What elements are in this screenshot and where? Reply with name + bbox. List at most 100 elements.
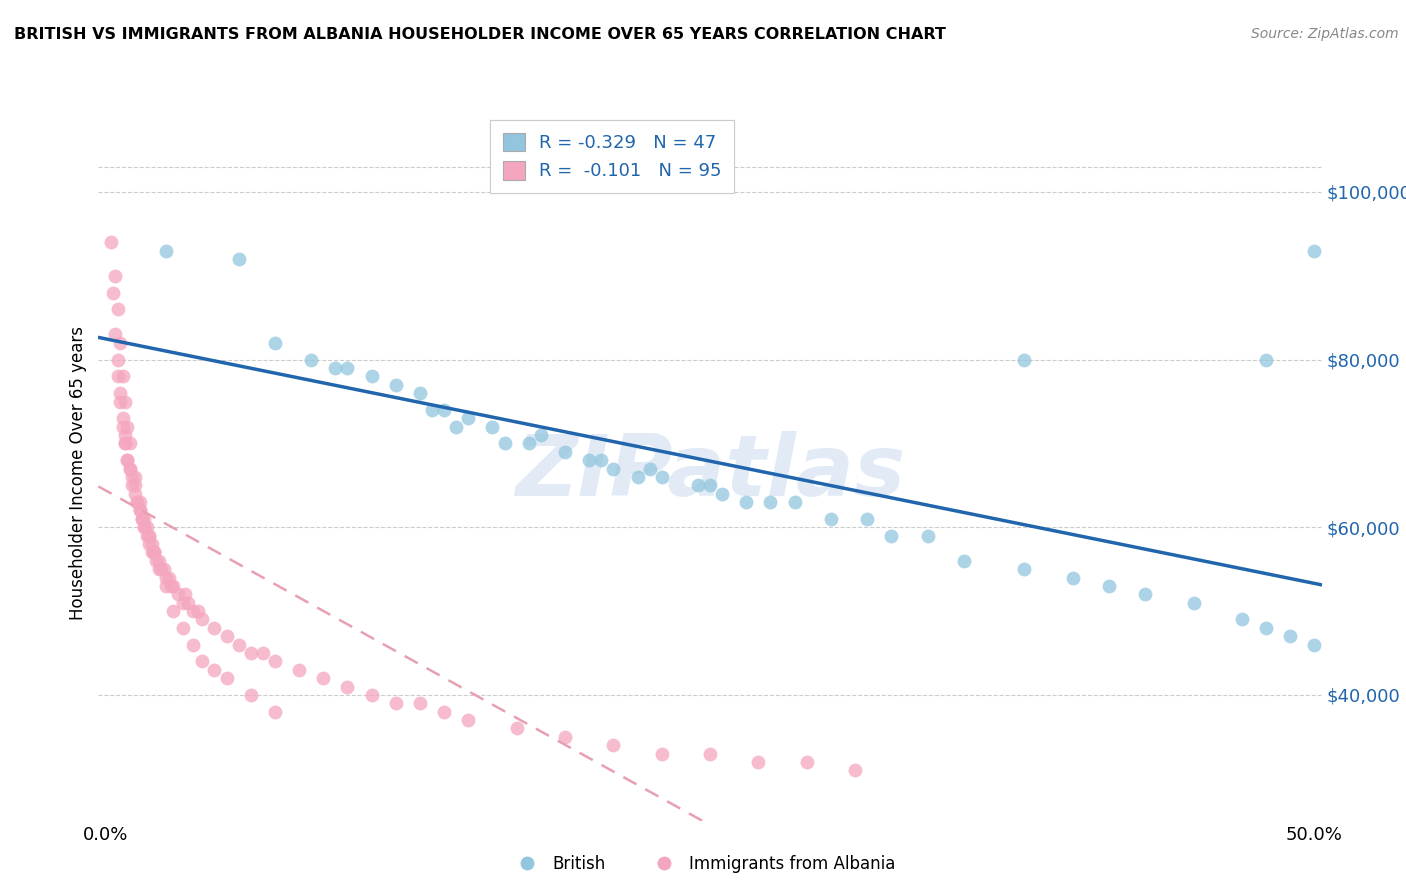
Point [299,352,322,367]
Point [121,470,143,484]
Point [554,445,576,459]
Point [638,461,661,475]
Point [626,470,648,484]
Point [114,436,136,450]
Point [433,403,456,417]
Point [114,394,136,409]
Point [336,680,359,694]
Point [1254,621,1277,635]
Point [143,545,166,559]
Text: ZIPatlas: ZIPatlas [515,431,905,515]
Point [114,436,136,450]
Point [124,486,146,500]
Point [1182,596,1205,610]
Point [118,461,141,475]
Point [107,369,129,384]
Point [148,562,170,576]
Point [141,537,163,551]
Point [409,386,432,401]
Point [759,495,782,509]
Point [111,411,134,425]
Point [252,646,274,660]
Point [602,738,624,752]
Point [107,302,129,317]
Point [124,478,146,492]
Point [1303,244,1326,258]
Point [917,528,939,542]
Point [104,268,127,283]
Point [578,453,600,467]
Point [101,285,124,300]
Point [215,629,238,643]
Point [155,579,177,593]
Point [108,386,131,401]
Point [131,512,153,526]
Point [143,545,166,559]
Point [215,671,238,685]
Point [172,596,194,610]
Point [384,696,406,710]
Point [1303,638,1326,652]
Point [141,545,163,559]
Point [783,495,806,509]
Point [433,705,456,719]
Point [481,419,503,434]
Point [100,235,122,250]
Point [1279,629,1302,643]
Point [181,604,204,618]
Point [747,755,769,769]
Point [530,428,553,442]
Legend: British, Immigrants from Albania: British, Immigrants from Albania [503,848,903,880]
Point [162,604,184,618]
Point [1098,579,1121,593]
Point [239,688,262,702]
Point [1254,352,1277,367]
Text: Source: ZipAtlas.com: Source: ZipAtlas.com [1251,27,1399,41]
Point [239,646,262,660]
Point [111,419,134,434]
Point [360,369,382,384]
Point [602,461,624,475]
Point [111,369,134,384]
Point [651,470,673,484]
Point [155,244,177,258]
Point [177,596,200,610]
Point [264,654,287,668]
Point [121,478,143,492]
Point [117,453,139,467]
Point [856,512,879,526]
Point [711,486,734,500]
Point [191,654,214,668]
Point [157,570,180,584]
Point [494,436,516,450]
Point [167,587,190,601]
Point [880,528,903,542]
Point [1014,562,1036,576]
Point [591,453,613,467]
Point [138,537,160,551]
Point [204,621,226,635]
Point [134,520,156,534]
Point [150,562,173,576]
Point [128,503,150,517]
Point [554,730,576,744]
Point [135,520,157,534]
Point [162,579,184,593]
Point [264,335,287,350]
Point [186,604,208,618]
Point [228,252,250,266]
Y-axis label: Householder Income Over 65 years: Householder Income Over 65 years [69,326,87,620]
Point [1133,587,1156,601]
Point [651,747,673,761]
Point [228,638,250,652]
Point [127,495,149,509]
Point [118,461,141,475]
Point [174,587,197,601]
Point [118,436,141,450]
Point [1062,570,1084,584]
Point [134,520,156,534]
Point [134,512,156,526]
Point [138,528,160,542]
Text: BRITISH VS IMMIGRANTS FROM ALBANIA HOUSEHOLDER INCOME OVER 65 YEARS CORRELATION : BRITISH VS IMMIGRANTS FROM ALBANIA HOUSE… [14,27,946,42]
Point [131,512,153,526]
